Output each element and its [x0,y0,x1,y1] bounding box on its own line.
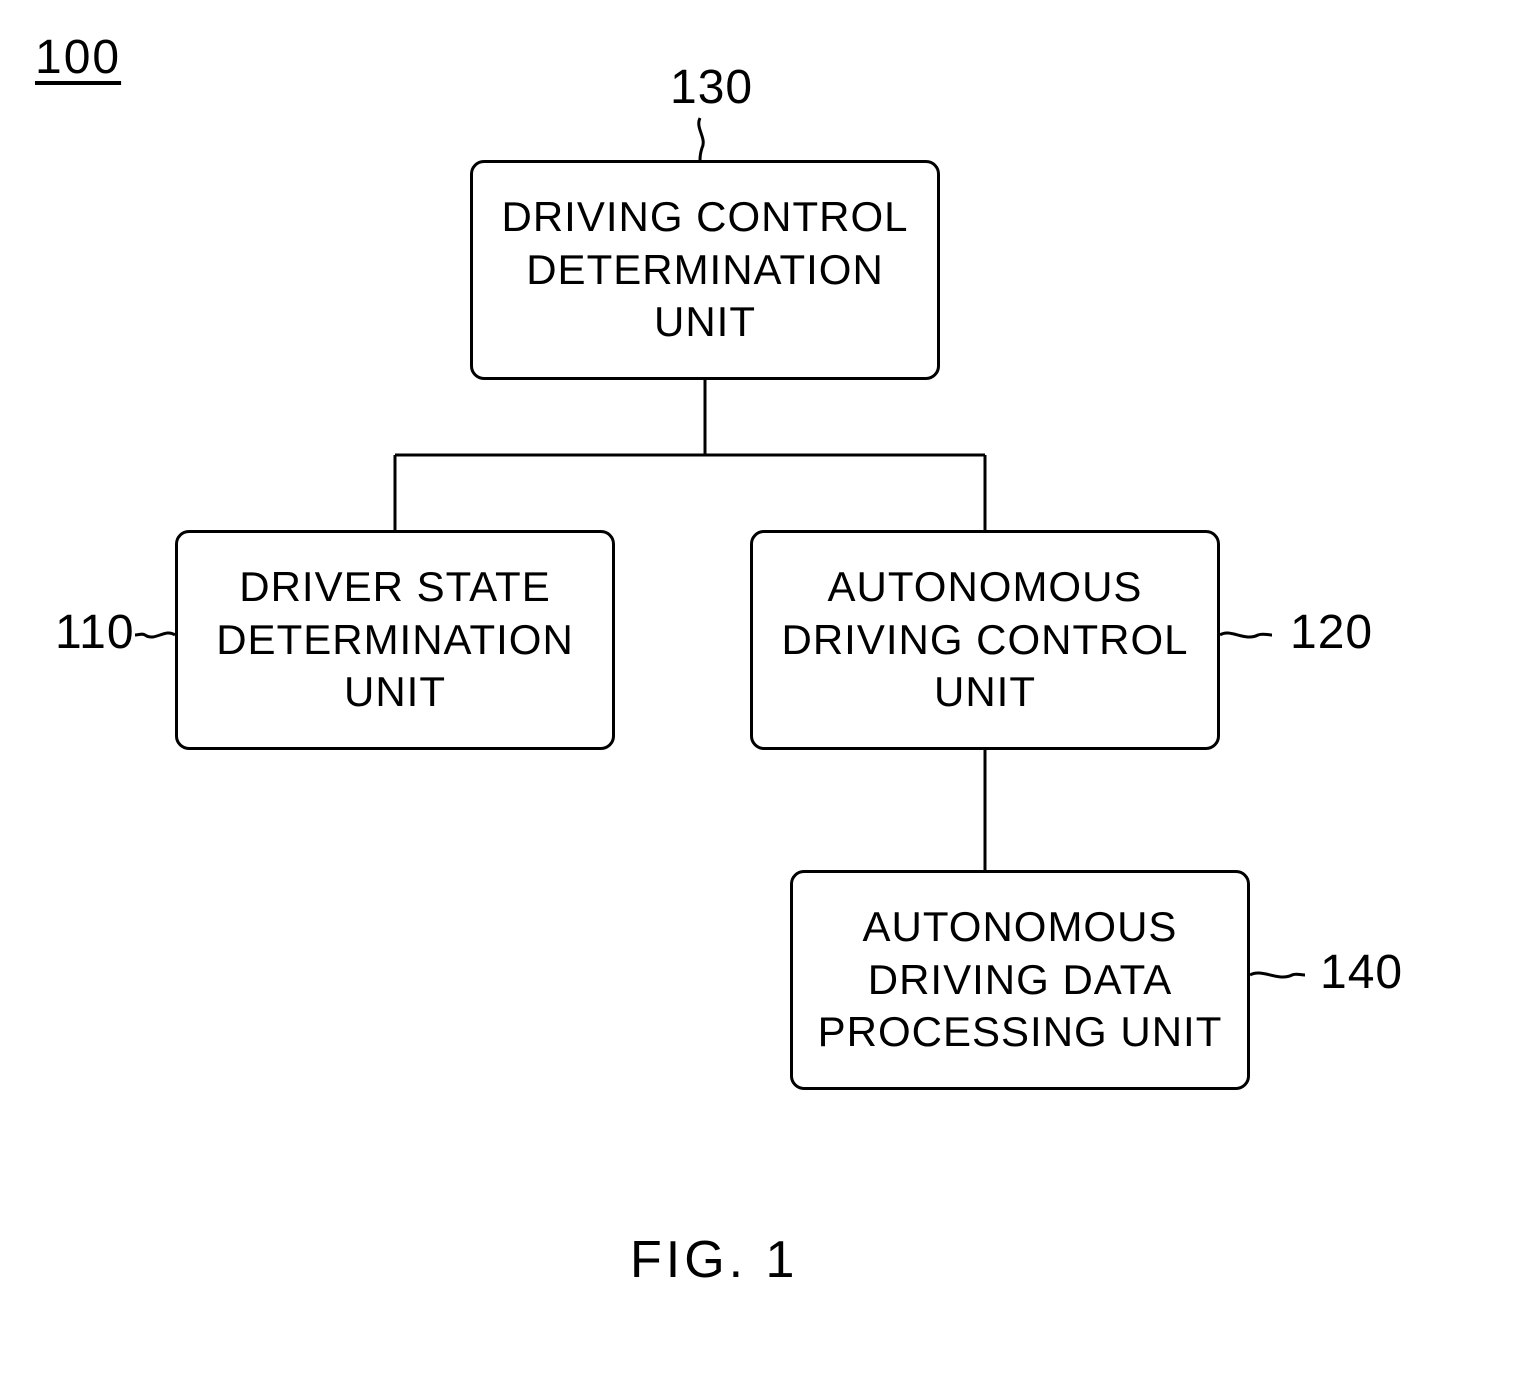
node-driving-control-determination: DRIVING CONTROL DETERMINATION UNIT [470,160,940,380]
diagram-canvas: 100 130 110 120 140 DRIVING CONTROL DETE… [0,0,1537,1374]
lead-110 [135,633,175,637]
node-top-label: DRIVING CONTROL DETERMINATION UNIT [501,191,908,349]
node-autonomous-driving-data-processing: AUTONOMOUS DRIVING DATA PROCESSING UNIT [790,870,1250,1090]
node-driver-state-determination: DRIVER STATE DETERMINATION UNIT [175,530,615,750]
figure-reference-100-text: 100 [35,31,121,84]
figure-caption: FIG. 1 [630,1230,798,1290]
figure-reference-100: 100 [35,30,121,85]
node-left-label: DRIVER STATE DETERMINATION UNIT [216,561,574,719]
ref-label-130: 130 [670,60,753,115]
lead-140 [1250,973,1305,977]
node-bottom-label: AUTONOMOUS DRIVING DATA PROCESSING UNIT [818,901,1223,1059]
node-autonomous-driving-control: AUTONOMOUS DRIVING CONTROL UNIT [750,530,1220,750]
lead-130 [699,118,703,160]
node-right-label: AUTONOMOUS DRIVING CONTROL UNIT [781,561,1188,719]
ref-label-120: 120 [1290,605,1373,660]
ref-label-110: 110 [55,605,135,660]
lead-120 [1220,633,1272,637]
ref-label-140: 140 [1320,945,1403,1000]
